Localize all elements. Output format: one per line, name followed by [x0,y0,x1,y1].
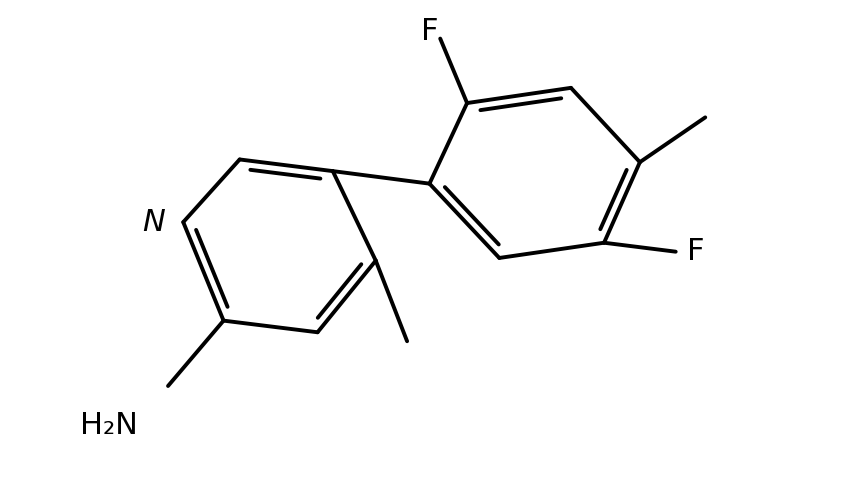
Text: F: F [421,17,439,46]
Text: F: F [687,237,704,266]
Text: H₂N: H₂N [80,411,138,440]
Text: N: N [142,208,165,237]
